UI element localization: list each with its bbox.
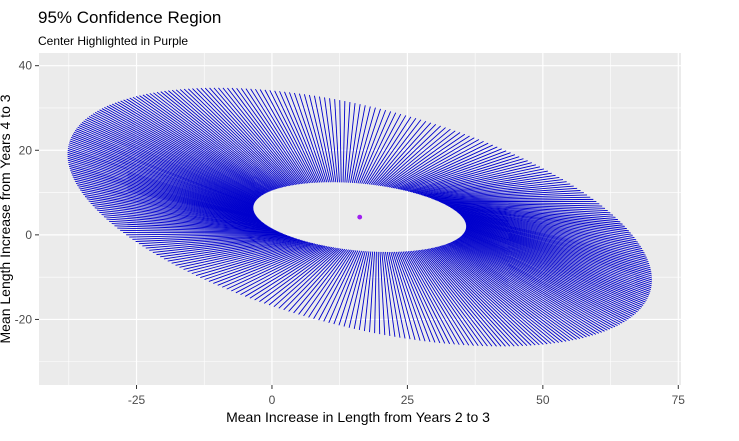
y-tick-label-2: 20	[19, 143, 33, 157]
chart-title: 95% Confidence Region	[38, 8, 221, 27]
y-tick-label-0: -20	[15, 312, 33, 326]
x-axis-label: Mean Increase in Length from Years 2 to …	[226, 409, 490, 425]
y-axis-ticks: -20 0 20 40	[15, 59, 39, 327]
x-tick-label-3: 50	[536, 393, 550, 407]
center-layer	[357, 215, 362, 220]
x-tick-label-0: -25	[128, 393, 146, 407]
y-axis-label: Mean Length Increase from Years 4 to 3	[0, 94, 13, 343]
y-tick-label-3: 40	[19, 59, 33, 73]
x-axis-ticks: -25 0 25 50 75	[128, 385, 685, 407]
center-point	[357, 215, 362, 220]
x-tick-label-1: 0	[269, 393, 276, 407]
y-tick-label-1: 0	[25, 228, 32, 242]
chart-subtitle: Center Highlighted in Purple	[38, 34, 188, 48]
x-tick-label-2: 25	[401, 393, 415, 407]
x-tick-label-4: 75	[672, 393, 686, 407]
